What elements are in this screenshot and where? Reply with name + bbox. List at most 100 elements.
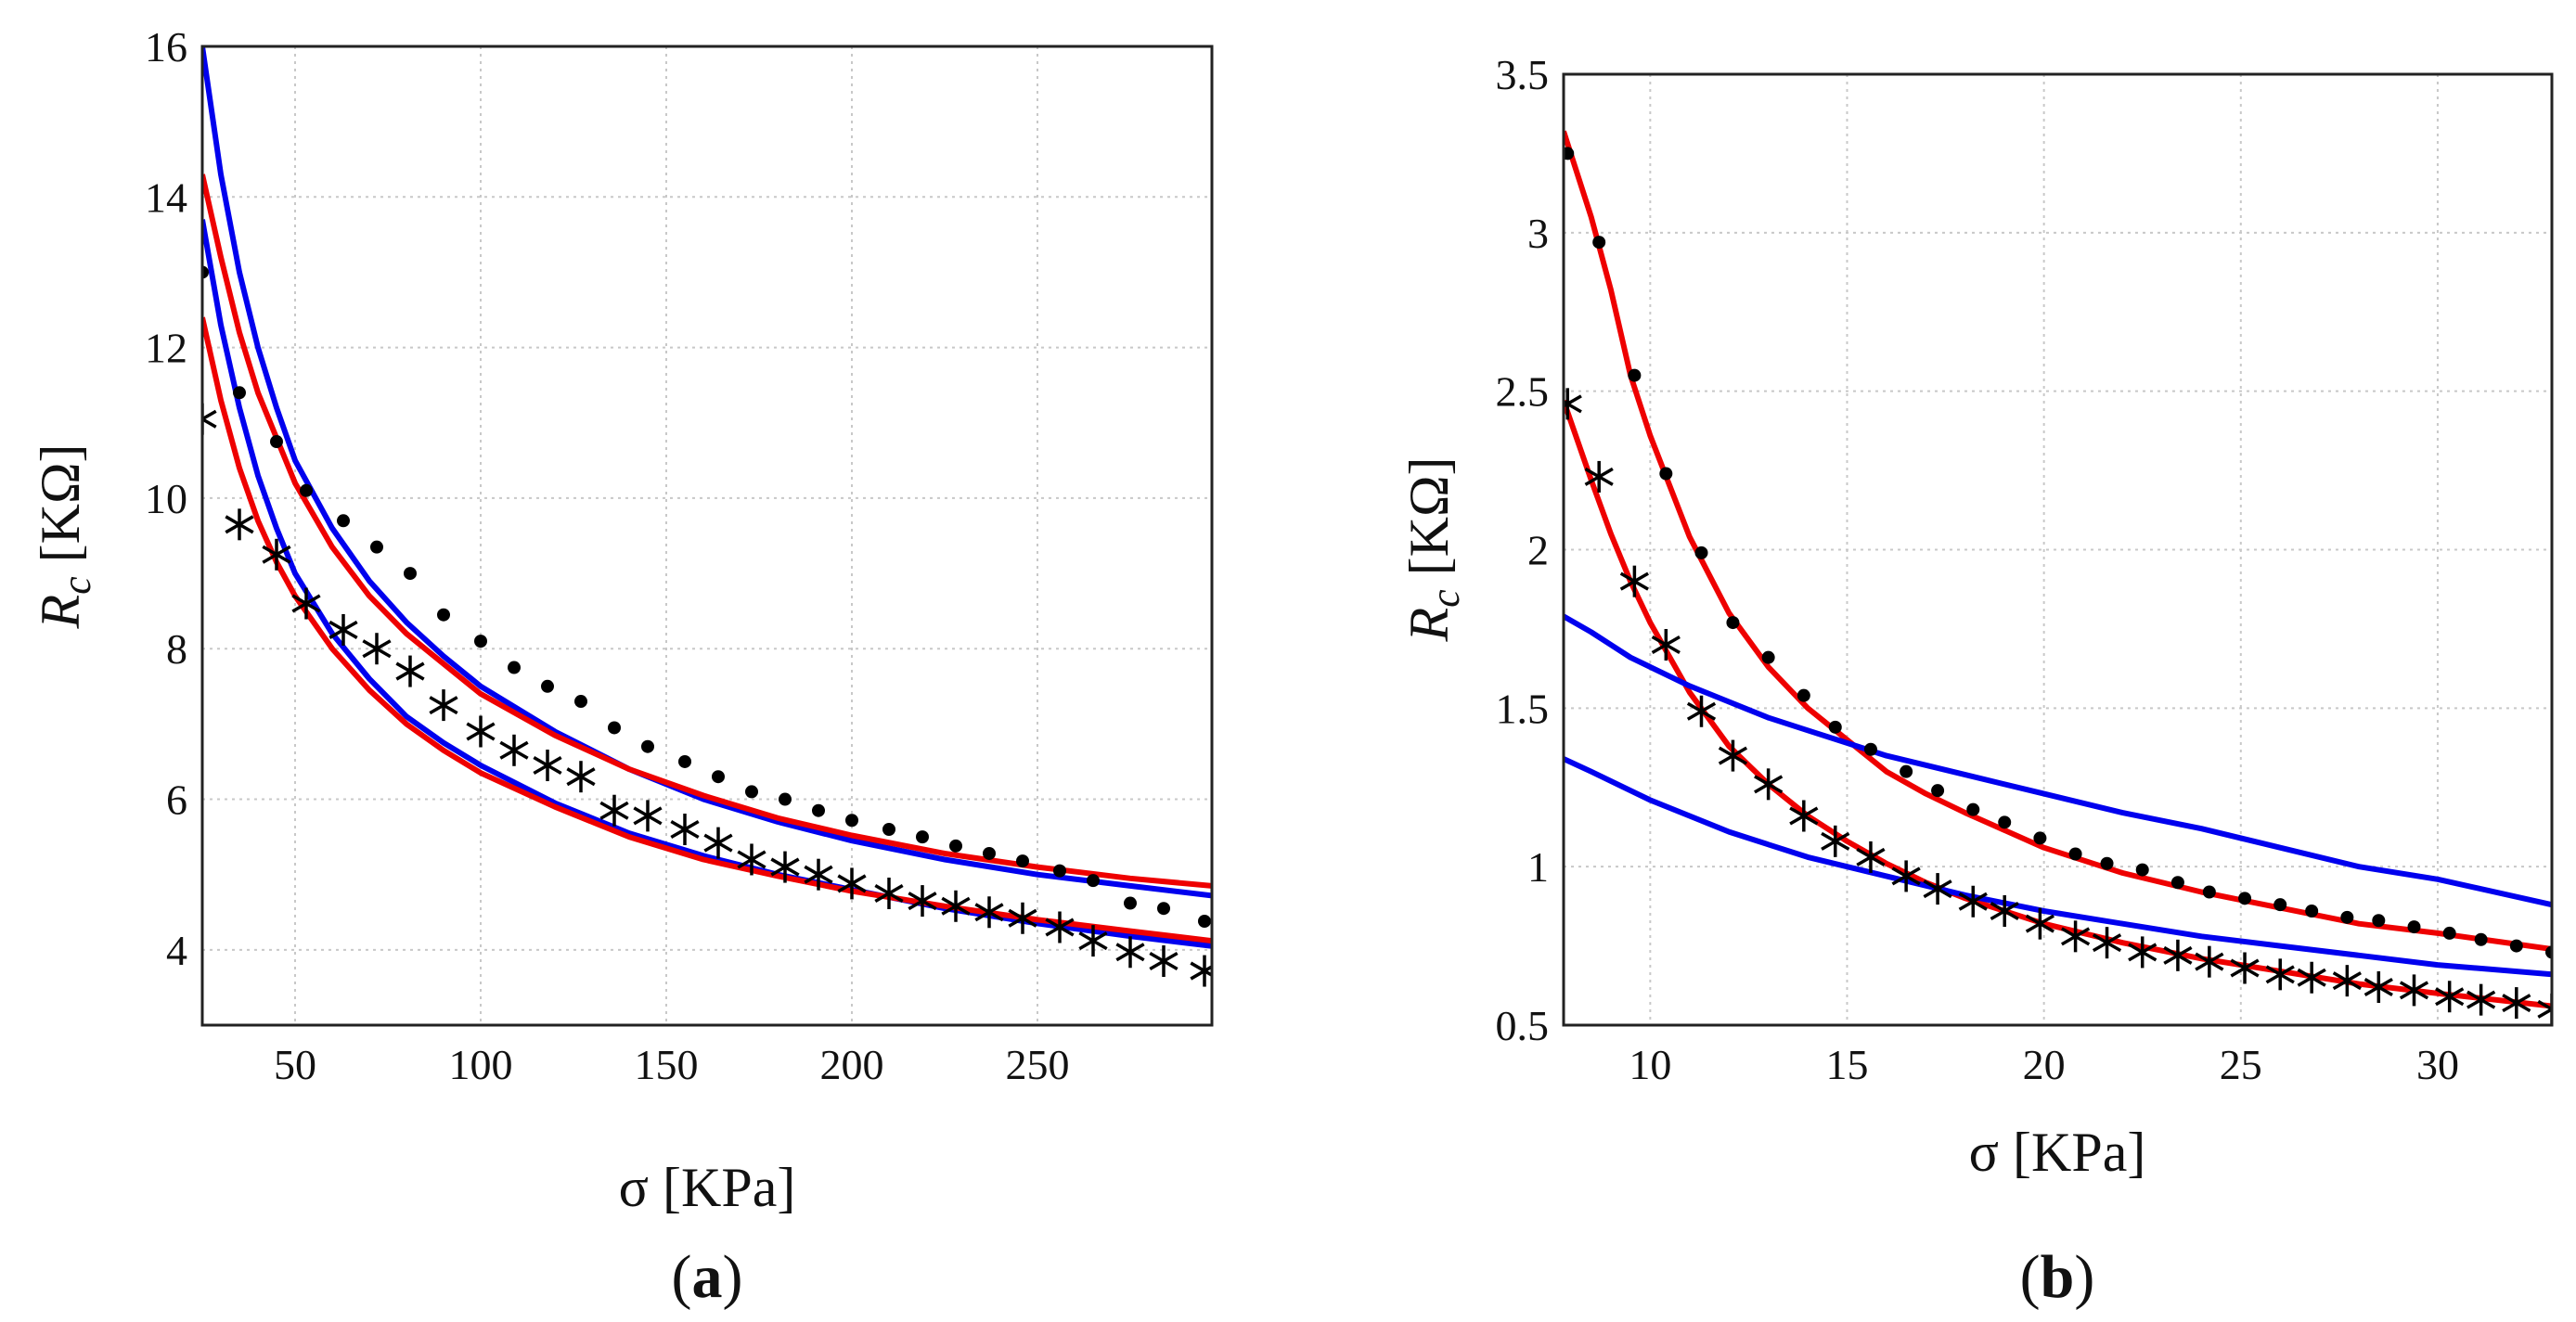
panel-a-star-point bbox=[670, 814, 700, 845]
panel-b-blue-fit-line bbox=[1564, 613, 2552, 908]
panel-b-dot-point bbox=[2202, 885, 2216, 899]
panel-b-x-tick-label: 20 bbox=[2023, 1041, 2066, 1088]
panel-b-star-point bbox=[2502, 987, 2531, 1020]
panel-a-dot-point bbox=[300, 483, 313, 497]
panel-b-star-point bbox=[2332, 965, 2362, 997]
panel-a-dot-point bbox=[508, 661, 521, 674]
panel-b-dot-point bbox=[1828, 720, 1842, 734]
panel-a-dot-point bbox=[1016, 854, 1029, 868]
panel-b-star-point bbox=[1923, 873, 1952, 905]
panel-a-dot-point bbox=[678, 754, 691, 768]
panel-b-dot-point bbox=[1761, 650, 1775, 664]
panel-a-caption-label: (a) bbox=[672, 1243, 743, 1311]
panel-a-dot-point bbox=[337, 514, 350, 528]
panel-a-dot-point bbox=[1087, 874, 1100, 888]
panel-b-star-point bbox=[2230, 952, 2260, 984]
panel-a-x-axis-label: σ [KPa] bbox=[619, 1157, 796, 1218]
panel-a-series-5 bbox=[202, 403, 1212, 987]
panel-a-star-point bbox=[837, 867, 867, 900]
panel-b-y-axis-label: Rc [KΩ] bbox=[1398, 456, 1468, 642]
panel-b-star-point bbox=[1958, 885, 1988, 918]
panel-b-star-point bbox=[1651, 629, 1681, 661]
panel-b-dot-point bbox=[2135, 863, 2149, 877]
panel-a-star-point bbox=[908, 885, 937, 918]
panel-b-y-tick-label: 2.5 bbox=[1496, 368, 1550, 416]
panel-a-dot-point bbox=[983, 846, 996, 860]
panel-b: 10 15 20 25 30 0.5 1 1.5 2 2.5 3 3.5 σ [KPa] Rc [KΩ] (… bbox=[1398, 51, 2554, 1311]
panel-b-star-point bbox=[2467, 983, 2496, 1016]
panel-b-dot-point bbox=[1659, 467, 1673, 481]
panel-b-dot-point bbox=[1966, 802, 1980, 816]
panel-b-dot-point bbox=[2372, 914, 2386, 928]
panel-b-star-point bbox=[2265, 958, 2295, 991]
panel-b-series-2 bbox=[1564, 613, 2552, 908]
panel-a-star-point bbox=[633, 800, 663, 832]
panel-a-dot-point bbox=[404, 567, 417, 581]
panel-b-series-3 bbox=[1564, 756, 2552, 978]
panel-a-dot-point bbox=[233, 386, 246, 400]
panel-a-star-point bbox=[941, 890, 971, 922]
panel-a-y-tick-label: 10 bbox=[145, 475, 187, 522]
panel-a-plot-frame bbox=[200, 45, 1214, 1027]
panel-a-star-point bbox=[770, 851, 800, 883]
panel-a-series-0 bbox=[202, 46, 1212, 899]
panel-b-star-point bbox=[2435, 981, 2465, 1013]
panel-a-x-tick-label: 150 bbox=[635, 1041, 699, 1088]
panel-a-star-point bbox=[291, 587, 321, 620]
panel-b-star-point bbox=[1619, 565, 1649, 597]
panel-b-dot-point bbox=[2273, 898, 2287, 912]
panel-a-star-point bbox=[225, 508, 254, 541]
panel-a-star-point bbox=[1115, 936, 1145, 969]
panel-a-star-point bbox=[737, 843, 766, 876]
panel-b-dot-point bbox=[1863, 742, 1877, 756]
panel-b-x-tick-label: 10 bbox=[1629, 1041, 1671, 1088]
panel-b-star-point bbox=[2025, 907, 2055, 940]
panel-b-dot-point bbox=[1628, 368, 1642, 382]
panel-a-y-tick-label: 12 bbox=[145, 325, 187, 372]
panel-b-star-point bbox=[1686, 695, 1717, 727]
panel-a-star-point bbox=[974, 896, 1004, 929]
panel-a-y-tick-label: 14 bbox=[145, 173, 187, 221]
panel-a-star-point bbox=[804, 858, 833, 891]
panel-a-x-tick-label: 100 bbox=[449, 1041, 513, 1088]
panel-a-star-point bbox=[262, 538, 291, 571]
panel-b-series-5 bbox=[1564, 388, 2552, 1025]
panel-b-star-point bbox=[2128, 936, 2157, 969]
panel-b-star-point bbox=[1789, 800, 1819, 832]
panel-b-plot-frame bbox=[1562, 72, 2554, 1027]
panel-a-star-point bbox=[703, 827, 733, 859]
panel-a-dot-point bbox=[1198, 915, 1211, 929]
panel-a-star-point bbox=[1078, 925, 1108, 957]
panel-a-dot-point bbox=[1157, 902, 1170, 916]
panel-b-dot-point bbox=[1592, 236, 1606, 250]
panel-a-dot-point bbox=[608, 721, 621, 735]
panel-b-star-point bbox=[2195, 945, 2224, 978]
panel-a-dot-point bbox=[949, 839, 962, 853]
panel-b-dot-point bbox=[2474, 932, 2488, 946]
panel-a-y-tick-label: 16 bbox=[145, 23, 187, 71]
panel-b-star-point bbox=[1990, 895, 2019, 927]
panel-b-star-point bbox=[1856, 841, 1886, 873]
panel-b-dot-point bbox=[2407, 920, 2421, 934]
panel-b-series-0 bbox=[1564, 130, 2552, 952]
panel-b-y-tick-label: 2 bbox=[1527, 527, 1549, 574]
panel-b-dot-point bbox=[2545, 945, 2552, 959]
panel-a-red-fit-line bbox=[202, 316, 1212, 944]
panel-a-dot-point bbox=[541, 679, 554, 693]
panel-a-x-tick-label: 250 bbox=[1006, 1041, 1070, 1088]
panel-a-x-tick-label: 200 bbox=[820, 1041, 884, 1088]
panel-a-star-point bbox=[1045, 911, 1075, 943]
panel-a-dot-point bbox=[779, 792, 792, 806]
panel-b-dot-point bbox=[2509, 939, 2523, 953]
panel-b-x-tick-label: 25 bbox=[2220, 1041, 2262, 1088]
panel-b-dot-point bbox=[1726, 616, 1740, 630]
panel-b-dot-point bbox=[1900, 764, 1913, 778]
panel-a-series-3 bbox=[202, 316, 1212, 944]
panel-a-dot-point bbox=[1053, 864, 1066, 878]
panel-a-star-point bbox=[1190, 955, 1212, 987]
panel-a-dot-point bbox=[1124, 896, 1137, 910]
panel-b-dot-point bbox=[2033, 831, 2047, 845]
panel-a-dot-point bbox=[882, 823, 895, 836]
panel-a-star-point bbox=[466, 715, 496, 748]
panel-b-y-tick-label: 1 bbox=[1527, 843, 1549, 891]
